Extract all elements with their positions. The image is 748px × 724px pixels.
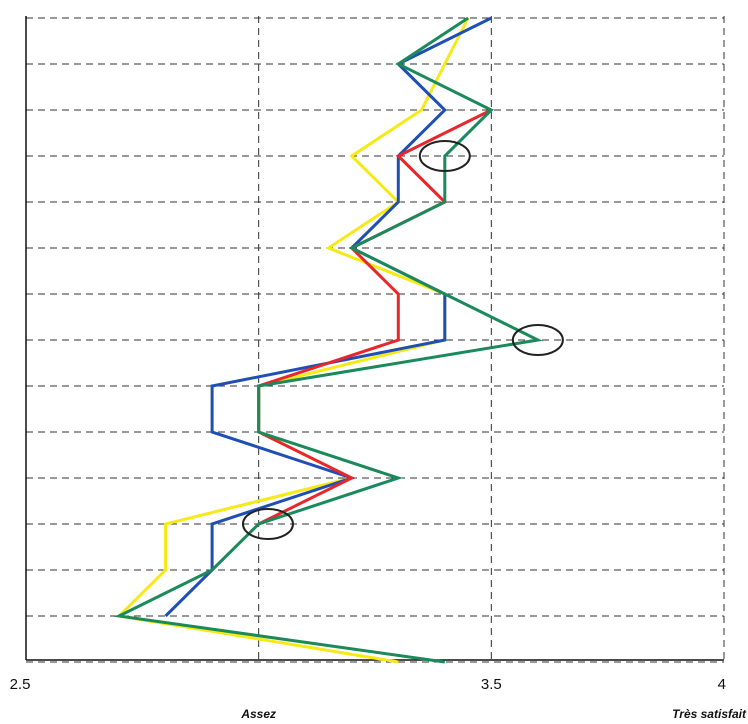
x-category-label-0: Assez [240, 707, 276, 721]
annotations [241, 140, 564, 540]
annotation-circle-1 [511, 324, 564, 356]
tick-labels: 2.5 3.5 4 Assez Très satisfait [10, 676, 747, 721]
grid [26, 16, 725, 663]
annotation-circle-2 [241, 508, 294, 540]
series-lines [114, 16, 543, 664]
annotation-circle-0 [418, 140, 471, 172]
series-line-2 [257, 108, 492, 526]
x-tick-label-2: 4 [718, 676, 726, 693]
series-line-3 [114, 16, 543, 664]
axes [25, 16, 724, 661]
x-tick-label-0: 2.5 [10, 676, 31, 693]
x-tick-label-1: 3.5 [481, 676, 502, 693]
x-category-label-1: Très satisfait [672, 707, 747, 721]
series-line-1 [164, 16, 492, 618]
